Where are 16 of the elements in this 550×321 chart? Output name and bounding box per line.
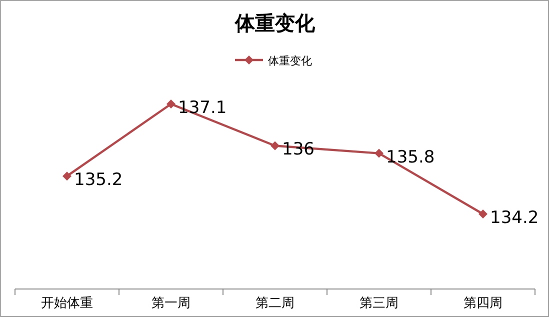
point bbox=[270, 141, 280, 150]
point bbox=[62, 172, 72, 181]
data-label: 135.8 bbox=[386, 147, 435, 168]
data-label: 137.1 bbox=[178, 98, 227, 118]
x-tick-label: 第一周 bbox=[152, 296, 190, 311]
data-label: 135.2 bbox=[74, 170, 123, 190]
legend-label: 体重变化 bbox=[268, 54, 312, 68]
data-label: 134.2 bbox=[490, 208, 539, 228]
x-tick-label: 第二周 bbox=[256, 296, 294, 311]
x-tick-label: 第三周 bbox=[360, 296, 398, 311]
point bbox=[166, 100, 176, 108]
point bbox=[478, 210, 488, 218]
chart-title: 体重变化 bbox=[234, 11, 316, 35]
point bbox=[374, 148, 384, 158]
x-tick-label: 开始体重 bbox=[41, 296, 93, 311]
x-tick-label: 第四周 bbox=[464, 296, 502, 311]
